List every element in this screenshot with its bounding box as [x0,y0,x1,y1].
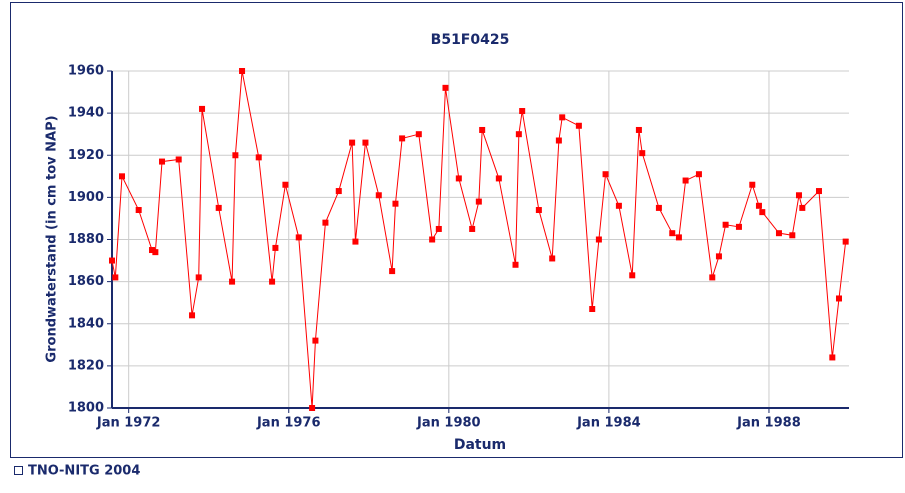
data-point [479,126,486,133]
data-point [135,207,142,214]
data-point [149,247,156,254]
data-point [189,312,196,319]
data-point [799,204,806,211]
data-point [199,105,206,112]
y-tick-label: 1800 [68,401,104,416]
data-point [399,135,406,142]
data-point [322,219,329,226]
y-tick-label: 1840 [68,316,104,331]
data-point [675,234,682,241]
data-point [215,204,222,211]
y-axis-label: Grondwaterstand (in cm tov NAP) [45,115,60,362]
data-point [555,137,562,144]
data-point [629,272,636,279]
data-point [159,158,166,165]
data-point [789,232,796,239]
y-tick-label: 1820 [68,358,104,373]
chart-title: B51F0425 [431,32,510,48]
data-point [475,198,482,205]
data-point [442,84,449,91]
x-axis-label: Datum [454,437,506,453]
data-point [232,152,239,159]
x-tick-label: Jan 1972 [96,416,161,431]
data-point [722,221,729,228]
frame [10,2,903,458]
footer-icon [14,466,23,475]
data-point [119,173,126,180]
data-point [559,114,566,121]
data-point [175,156,182,163]
data-point [392,200,399,207]
data-point [309,405,316,411]
data-point [282,181,289,188]
data-point [682,177,689,184]
y-tick-label: 1880 [68,232,104,247]
data-point [512,261,519,268]
data-point [519,108,526,115]
data-point [829,354,836,361]
data-point [352,238,359,245]
data-point [229,278,236,285]
data-point [272,244,279,251]
data-point [362,139,369,146]
data-point [755,202,762,209]
data-point [549,255,556,262]
data-point [815,188,822,195]
y-tick-label: 1960 [68,64,104,79]
data-point [639,150,646,157]
data-point [655,204,662,211]
data-point [602,171,609,178]
data-point [429,236,436,243]
x-tick-label: Jan 1988 [736,416,801,431]
y-tick-label: 1920 [68,148,104,163]
data-point [715,253,722,260]
data-point [615,202,622,209]
data-point [375,192,382,199]
x-tick-label: Jan 1976 [256,416,321,431]
data-point [575,122,582,129]
data-point [749,181,756,188]
data-point [695,171,702,178]
data-point [735,223,742,230]
y-tick-label: 1900 [68,190,104,205]
data-point [469,225,476,232]
data-point [415,131,422,138]
data-point [759,209,766,216]
data-point [112,274,119,281]
data-point [455,175,462,182]
data-point [312,337,319,344]
data-point [435,225,442,232]
data-point [669,230,676,237]
y-tick-label: 1860 [68,274,104,289]
data-point [255,154,262,161]
data-point [515,131,522,138]
x-tick-label: Jan 1984 [576,416,641,431]
data-point [595,236,602,243]
data-point [389,268,396,275]
data-point [709,274,716,281]
footer: TNO-NITG 2004 [28,464,140,479]
data-point [835,295,842,302]
data-point [635,126,642,133]
data-point [842,238,849,245]
data-point [195,274,202,281]
data-point [535,207,542,214]
data-point [335,188,342,195]
data-point [589,306,596,313]
data-point [269,278,276,285]
x-tick-label: Jan 1980 [416,416,481,431]
data-point [152,249,159,256]
data-point [295,234,302,241]
data-point [775,230,782,237]
data-point [109,257,115,264]
data-point [495,175,502,182]
data-point [349,139,356,146]
data-point [795,192,802,199]
y-tick-label: 1940 [68,106,104,121]
data-point [239,68,246,74]
